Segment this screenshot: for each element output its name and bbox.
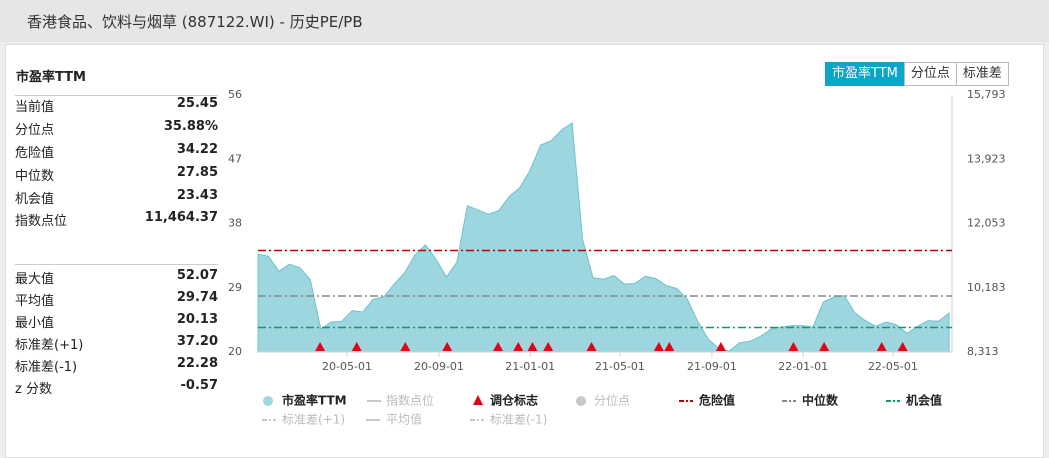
stat-label: 最大值 [15, 272, 55, 287]
legend-label[interactable]: 标准差(+1) [282, 413, 345, 427]
header: 香港食品、饮料与烟草 (887122.WI) - 历史PE/PB [0, 0, 1049, 42]
y-tick-label: 29 [228, 281, 242, 294]
stat-row: 分位点 35.88% [15, 119, 218, 139]
x-tick-label: 20-09-01 [414, 360, 464, 373]
stat-row: 标准差(-1) 22.28 [15, 356, 218, 376]
y2-tick-label: 10,183 [967, 281, 1006, 294]
rebalance-marker [876, 342, 887, 351]
x-tick-label: 21-01-01 [505, 360, 555, 373]
y-tick-label: 38 [228, 217, 242, 230]
stat-row: 平均值 29.74 [15, 290, 218, 310]
rebalance-marker [897, 342, 908, 351]
tab[interactable]: 市盈率TTM [825, 62, 905, 86]
stat-label: z 分数 [15, 382, 52, 397]
y2-tick-label: 12,053 [967, 217, 1006, 230]
stat-value: -0.57 [180, 378, 218, 393]
y-tick-label: 56 [228, 88, 242, 101]
legend-symbol [576, 396, 586, 406]
legend-label[interactable]: 市盈率TTM [282, 393, 347, 408]
stat-label: 最小值 [15, 316, 55, 331]
stat-label: 危险值 [15, 146, 55, 161]
stat-row: 危险值 34.22 [15, 142, 218, 162]
rebalance-marker [543, 342, 554, 351]
rebalance-marker [493, 342, 504, 351]
rebalance-marker [527, 342, 538, 351]
legend-label[interactable]: 调仓标志 [490, 393, 538, 408]
y-tick-label: 47 [228, 152, 242, 165]
y2-tick-label: 13,923 [967, 152, 1006, 165]
stat-row: 标准差(+1) 37.20 [15, 334, 218, 354]
stat-label: 当前值 [15, 100, 55, 115]
stat-value: 22.28 [176, 356, 218, 371]
stat-label: 分位点 [15, 123, 55, 138]
stat-row: 当前值 25.45 [15, 96, 218, 116]
stat-value: 11,464.37 [144, 210, 218, 225]
legend-label[interactable]: 指数点位 [386, 393, 434, 408]
stat-value: 35.88% [163, 119, 218, 134]
stat-row: z 分数 -0.57 [15, 378, 218, 398]
rebalance-marker [513, 342, 524, 351]
stat-value: 23.43 [176, 188, 218, 203]
rebalance-marker [315, 342, 326, 351]
stat-value: 25.45 [176, 96, 218, 111]
stat-value: 37.20 [176, 334, 218, 349]
rebalance-marker [664, 342, 675, 351]
tab[interactable]: 标准差 [955, 62, 1009, 86]
stat-label: 中位数 [15, 169, 55, 184]
legend-symbol [473, 395, 483, 405]
rebalance-marker [788, 342, 799, 351]
legend-label[interactable]: 危险值 [698, 393, 735, 408]
stat-label: 标准差(+1) [15, 338, 84, 353]
legend-label[interactable]: 机会值 [906, 393, 942, 408]
stat-row: 中位数 27.85 [15, 165, 218, 185]
stat-label: 平均值 [15, 294, 55, 309]
legend-label[interactable]: 标准差(-1) [490, 413, 547, 427]
stat-value: 34.22 [176, 142, 218, 157]
x-tick-label: 22-05-01 [868, 360, 918, 373]
y2-tick-label: 15,793 [967, 88, 1006, 101]
separator [15, 264, 218, 265]
stat-value: 27.85 [176, 165, 218, 180]
stat-label: 指数点位 [15, 214, 68, 229]
rebalance-marker [442, 342, 453, 351]
y-tick-label: 20 [228, 345, 242, 358]
stat-row: 最小值 20.13 [15, 312, 218, 332]
x-tick-label: 20-05-01 [322, 360, 372, 373]
tab[interactable]: 分位点 [903, 62, 957, 86]
stat-row: 机会值 23.43 [15, 188, 218, 208]
stat-value: 52.07 [176, 268, 218, 283]
tabs: 市盈率TTM 分位点 标准差 [825, 62, 1009, 86]
x-tick-label: 21-09-01 [687, 360, 737, 373]
rebalance-marker [715, 342, 726, 351]
legend-label[interactable]: 中位数 [802, 393, 839, 408]
stat-value: 29.74 [176, 290, 218, 305]
separator [15, 95, 218, 96]
legend-label[interactable]: 分位点 [594, 393, 630, 408]
x-tick-label: 21-05-01 [595, 360, 645, 373]
rebalance-marker [653, 342, 664, 351]
stat-value: 20.13 [176, 312, 218, 327]
legend-label[interactable]: 平均值 [386, 412, 422, 427]
rebalance-marker [400, 342, 411, 351]
rebalance-marker [586, 342, 597, 351]
rebalance-marker [351, 342, 362, 351]
stat-row: 指数点位 11,464.37 [15, 210, 218, 230]
x-tick-label: 22-01-01 [778, 360, 828, 373]
y2-tick-label: 8,313 [967, 345, 999, 358]
header-title: 香港食品、饮料与烟草 (887122.WI) - 历史PE/PB [27, 13, 363, 31]
rebalance-marker [819, 342, 830, 351]
stat-label: 机会值 [15, 192, 55, 207]
panel-title: 市盈率TTM [16, 70, 86, 85]
legend-symbol [263, 396, 273, 406]
stat-row: 最大值 52.07 [15, 268, 218, 288]
area [257, 122, 950, 353]
stat-label: 标准差(-1) [15, 360, 78, 375]
